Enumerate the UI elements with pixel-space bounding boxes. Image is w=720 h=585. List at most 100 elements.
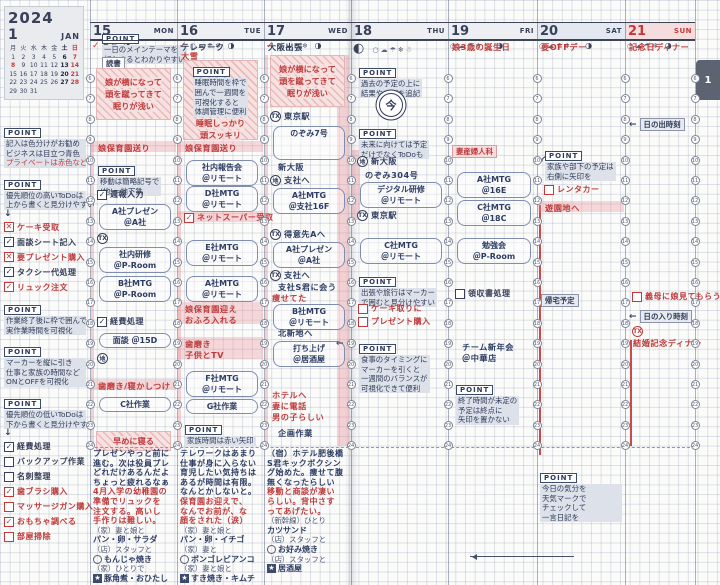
hour-marker: 21	[443, 380, 453, 389]
event-line: ＠P-Room	[113, 261, 157, 270]
hour-marker: 17	[443, 298, 453, 308]
hour-marker: 24	[690, 441, 700, 451]
point-label: POINT	[4, 304, 42, 315]
diary-line: 移動と商談が凄い	[267, 487, 335, 497]
day-column-20: 20 SAT ○☁☂❄☃ ◑ 要OFFデー POINT 家族や部下の予定は 右側に矢印を レン…	[537, 0, 625, 585]
todo-checkbox[interactable]: ✓	[4, 267, 14, 278]
column-divider	[264, 0, 265, 585]
point-line: 作業終了後に枠で囲んで	[4, 315, 87, 326]
todo-checkbox[interactable]	[4, 531, 14, 542]
weather-icons: ○☁☂❄☃	[539, 42, 581, 50]
day-of-week: THU	[427, 27, 445, 35]
hour-marker: 23	[443, 420, 453, 430]
todo-item: 部屋掃除	[4, 531, 86, 542]
label-chip-row: ← 日の入り時刻	[629, 310, 692, 323]
todo-item: 名刺整理	[4, 471, 86, 482]
todo-checkbox[interactable]: ✕	[4, 252, 14, 263]
weather-icon-row: ✓ ○☁☂❄ ◑	[179, 41, 262, 51]
todo-checkbox[interactable]	[358, 316, 368, 327]
hour-marker: 12	[172, 196, 182, 206]
calendar-dow: 金	[51, 45, 58, 52]
calendar-day: 23	[19, 79, 28, 86]
todo-checkbox[interactable]: ✓	[4, 486, 14, 497]
hour-marker: 15	[259, 257, 269, 267]
todo-checkbox[interactable]	[4, 501, 14, 512]
event-line: ＠リモート	[202, 174, 242, 183]
meal-menu-text: パン・卵・サラダ	[93, 535, 158, 545]
meal-companions: （家）妻と娘と	[180, 525, 232, 535]
diary-line: なんとかしないと。	[180, 487, 257, 497]
event-box: 社内報告会 ＠リモート	[186, 160, 258, 186]
event-line: ＠A社	[123, 218, 147, 227]
event-line: ＠リモート	[381, 196, 421, 205]
event-line: 社内報告会	[202, 163, 242, 172]
label-chip-row: ← 日の出時刻	[629, 118, 685, 131]
todo-checkbox[interactable]	[4, 471, 14, 482]
handwritten-red-note: 娘保育園送り	[185, 143, 238, 153]
todo-item: ✓ 歯ブラシ購入	[4, 486, 86, 497]
todo-checkbox[interactable]: ✓	[4, 282, 14, 293]
day-of-week: MON	[153, 27, 174, 35]
todo-label: タクシー代処理	[17, 267, 77, 277]
meal-companions: （家）妻と娘と	[180, 564, 232, 574]
todo-checkbox[interactable]	[358, 303, 368, 314]
event-box: 面談 ＠15D	[99, 333, 171, 348]
point-label: POINT	[4, 179, 42, 190]
day-theme-note: 記念日ディナー	[629, 42, 690, 52]
todo-checkbox[interactable]	[455, 288, 465, 299]
calendar-day: 27	[60, 79, 69, 86]
mini-calendar: 2024 1 JAN 月火水木金土日 1 2 3 4 5 6 7 8 9 10 11 12 13 14 15 1…	[4, 6, 84, 100]
day-of-week: SUN	[673, 27, 692, 35]
calendar-day: 9	[21, 62, 26, 69]
hour-marker: 16	[259, 278, 269, 287]
hour-marker: 19	[690, 339, 700, 349]
taxi-icon: TX	[357, 209, 368, 221]
todo-checkbox[interactable]: ✓	[4, 237, 14, 248]
event-line: 社内研修	[119, 250, 151, 259]
point-line: 囲んで一週間を	[192, 87, 249, 98]
meal-menu: お好み焼き	[267, 545, 348, 555]
meal-menu-text: すき焼き・キムチ	[191, 573, 255, 583]
day-point-box: POINT 終了時間が未定の 予定は終点に 矢印を置かない	[456, 377, 520, 425]
dinner-star-icon: ★	[180, 573, 189, 584]
day-check-icon: ✓	[266, 41, 277, 51]
point-line: 家族時間は赤い矢印	[185, 436, 256, 446]
todo-checkbox[interactable]: ✓	[4, 441, 14, 452]
calendar-day: 16	[19, 70, 28, 78]
lunch-circle-icon	[93, 554, 102, 564]
point-line: 家族や部下の予定は	[545, 162, 616, 172]
diary-line: テレワークはあまり	[180, 449, 257, 458]
hour-marker: 20	[620, 359, 630, 369]
hour-marker: 7	[85, 94, 95, 104]
todo-checkbox[interactable]: ✕	[4, 222, 14, 233]
hour-marker: 9	[532, 135, 542, 145]
todo-checkbox[interactable]	[544, 184, 554, 195]
hatch-note-line: 娘が横になって	[105, 76, 162, 88]
hour-marker: 10	[532, 155, 542, 165]
hour-marker: 17	[172, 298, 182, 308]
hour-marker: 13	[85, 216, 95, 226]
handwritten-red-note: 娘保育園迎え	[185, 304, 238, 314]
todo-checkbox[interactable]: ✓	[97, 316, 107, 327]
hour-marker: 10	[443, 155, 453, 165]
todo-checkbox[interactable]: ✓	[4, 516, 14, 527]
todo-checkbox[interactable]	[4, 456, 14, 467]
todo-checkbox[interactable]	[632, 291, 642, 302]
highlight-band	[178, 211, 263, 222]
hour-marker: 7	[172, 94, 182, 104]
meal-menu: カツサンド	[267, 526, 348, 536]
event-line: ＠リモート	[202, 290, 242, 299]
point-line: 終了時間が未定の	[456, 396, 520, 406]
todo-checkbox[interactable]: ✓	[97, 189, 107, 200]
hour-marker: 10	[620, 155, 630, 165]
day-header: 20 SAT	[537, 22, 625, 40]
page-tab[interactable]: 1	[696, 60, 720, 100]
hour-marker: 11	[620, 176, 630, 185]
diary-notes: テレワークはあまり 仕事が身に入らない 育児したい気持ちは あるが時間は有限。 なんとか…	[180, 449, 261, 584]
event-box: G社作業	[186, 399, 258, 414]
hour-marker: 12	[532, 196, 542, 206]
todo-checkbox[interactable]: ✓	[184, 212, 194, 223]
todo-label: おもちゃ調べる	[17, 517, 77, 527]
event-box: D社MTG ＠リモート	[186, 186, 258, 212]
event-line: C社作業	[120, 400, 150, 409]
